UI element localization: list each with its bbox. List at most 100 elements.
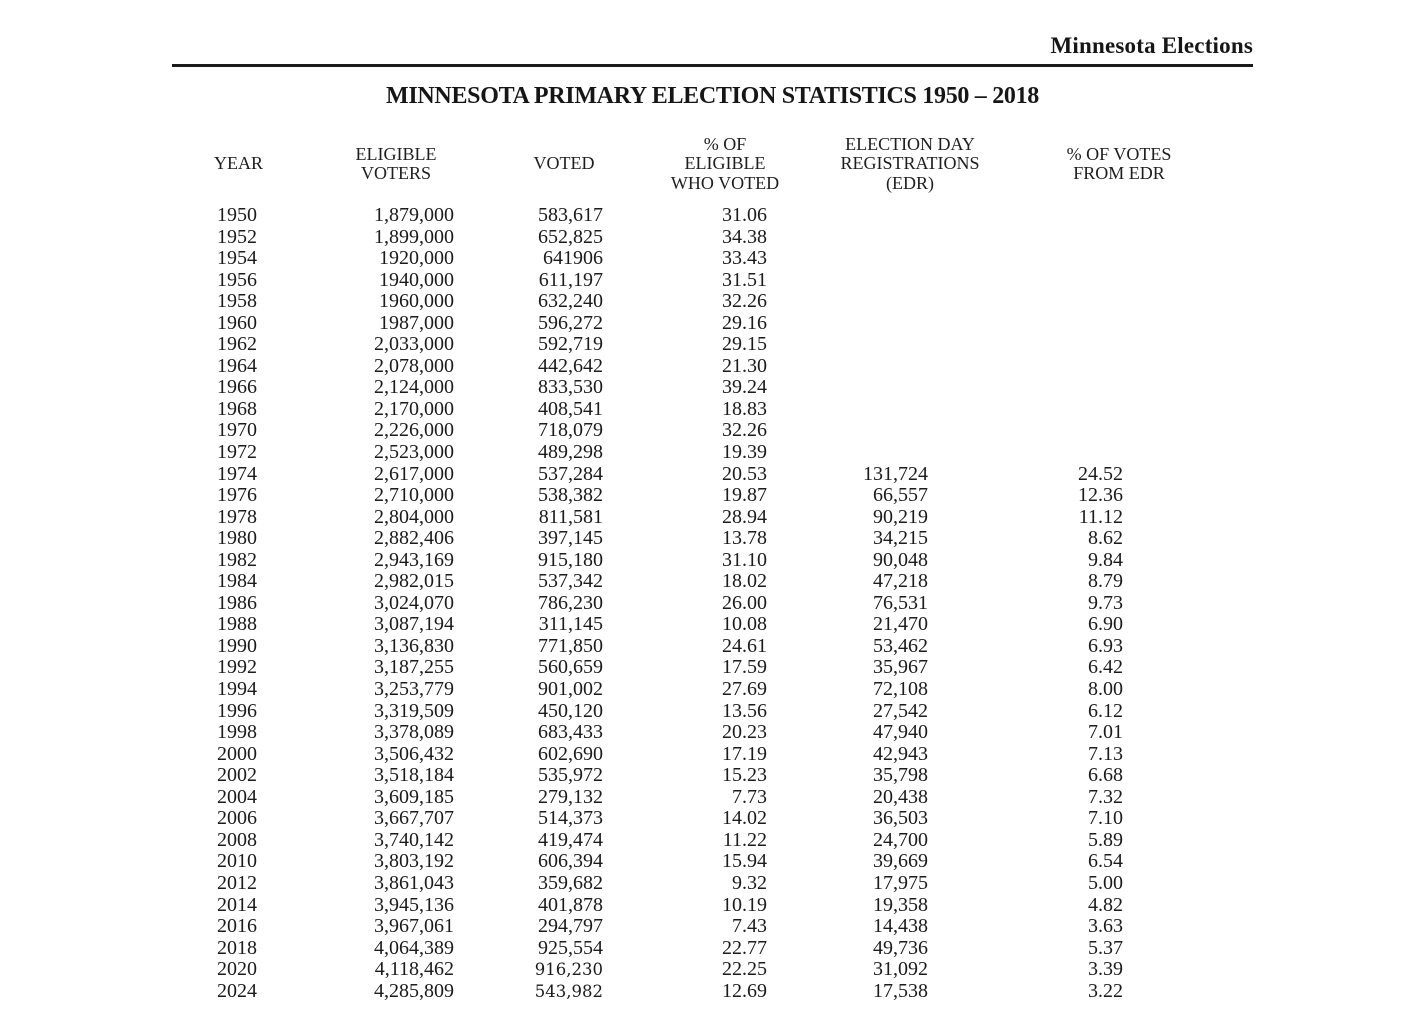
cell-year: 1996	[217, 699, 257, 722]
cell-eligible: 3,253,779	[374, 678, 454, 701]
cell-year: 2016	[217, 915, 257, 938]
cell-edr	[800, 270, 1000, 292]
cell-pct-edr: 9.73	[1088, 591, 1123, 614]
cell-year: 1962	[217, 333, 257, 356]
cell-edr: 49,736	[873, 936, 928, 959]
cell-edr	[800, 442, 1000, 464]
cell-pct-edr: 3.39	[1088, 958, 1123, 981]
cell-voted: 683,433	[538, 721, 603, 744]
cell-pct-voted: 17.19	[722, 742, 767, 765]
cell-edr: 90,048	[873, 548, 928, 571]
cell-year: 2012	[217, 871, 257, 894]
table-row-1966: 1966 2,124,000 833,530 39.24	[214, 377, 1204, 399]
cell-pct-voted: 32.26	[722, 290, 767, 313]
column-header-year: YEAR	[214, 153, 263, 174]
cell-edr: 76,531	[873, 591, 928, 614]
cell-year: 1980	[217, 527, 257, 550]
cell-edr: 72,108	[873, 678, 928, 701]
cell-eligible: 2,882,406	[374, 527, 454, 550]
cell-pct-voted: 13.78	[722, 527, 767, 550]
cell-pct-voted: 21.30	[722, 354, 767, 377]
cell-eligible: 1,879,000	[374, 204, 454, 226]
column-header-voted: VOTED	[533, 153, 595, 174]
cell-voted: 408,541	[538, 397, 603, 420]
column-header-pct-of-eligible-who-voted: % OF ELIGIBLE WHO VOTED	[670, 133, 780, 193]
cell-pct-voted: 20.53	[722, 462, 767, 485]
cell-year: 2018	[217, 936, 257, 959]
cell-voted: 652,825	[538, 225, 603, 248]
cell-eligible: 3,945,136	[374, 893, 454, 916]
cell-pct-edr: 7.10	[1088, 807, 1123, 830]
cell-eligible: 1960,000	[379, 290, 454, 313]
table-row-1972: 1972 2,523,000 489,298 19.39	[214, 441, 1204, 464]
cell-edr: 34,215	[873, 527, 928, 550]
cell-eligible: 2,804,000	[374, 505, 454, 528]
cell-year: 1956	[217, 268, 257, 291]
cell-voted: 419,474	[538, 828, 603, 851]
cell-eligible: 4,064,389	[374, 936, 454, 959]
cell-pct-voted: 19.87	[722, 484, 767, 507]
cell-year: 1970	[217, 419, 257, 442]
cell-edr	[800, 420, 1000, 442]
cell-pct-voted: 18.83	[722, 397, 767, 420]
cell-pct-voted: 31.10	[722, 548, 767, 571]
cell-eligible: 3,378,089	[374, 721, 454, 744]
cell-pct-voted: 24.61	[722, 634, 767, 657]
cell-pct-voted: 11.22	[722, 828, 767, 851]
cell-eligible: 2,943,169	[374, 548, 454, 571]
cell-pct-voted: 7.73	[732, 785, 767, 808]
column-header-eligible-voters: ELIGIBLE VOTERS	[355, 143, 437, 183]
cell-year: 1986	[217, 591, 257, 614]
cell-pct-voted: 28.94	[722, 505, 767, 528]
table-row-1992: 1992 3,187,255 560,659 17.59 35,967 6.42	[214, 657, 1204, 679]
cell-pct-voted: 29.16	[722, 311, 767, 334]
cell-pct-voted: 10.08	[722, 613, 767, 636]
cell-pct-edr	[1000, 399, 1204, 421]
cell-year: 1984	[217, 570, 257, 593]
cell-pct-voted: 26.00	[722, 591, 767, 614]
table-row-2004: 2004 3,609,185 279,132 7.73 20,438 7.32	[214, 785, 1204, 809]
cell-edr: 31,092	[873, 958, 928, 981]
cell-pct-edr: 7.13	[1088, 742, 1123, 765]
cell-eligible: 3,187,255	[374, 656, 454, 679]
table-row-1958: 1958 1960,000 632,240 32.26	[214, 291, 1204, 313]
cell-year: 1990	[217, 634, 257, 657]
cell-pct-voted: 22.77	[722, 936, 767, 959]
cell-edr: 47,218	[873, 570, 928, 593]
cell-year: 1966	[217, 376, 257, 399]
cell-year: 2014	[217, 893, 257, 916]
cell-year: 1998	[217, 721, 257, 744]
cell-edr	[800, 377, 1000, 399]
cell-voted: 279,132	[538, 785, 603, 808]
cell-voted: 294,797	[538, 915, 603, 938]
table-row-1976: 1976 2,710,000 538,382 19.87 66,557 12.36	[214, 485, 1204, 507]
cell-eligible: 4,285,809	[374, 979, 454, 1002]
cell-edr: 19,358	[873, 893, 928, 916]
cell-pct-edr	[1000, 205, 1204, 227]
table-row-1960: 1960 1987,000 596,272 29.16	[214, 311, 1204, 335]
cell-pct-edr	[1000, 227, 1204, 249]
table-row-2010: 2010 3,803,192 606,394 15.94 39,669 6.54	[214, 851, 1204, 873]
table-row-2008: 2008 3,740,142 419,474 11.22 24,700 5.89	[214, 828, 1204, 852]
cell-pct-edr: 8.00	[1088, 678, 1123, 701]
cell-year: 1978	[217, 505, 257, 528]
cell-edr: 53,462	[873, 634, 928, 657]
cell-eligible: 3,667,707	[374, 807, 454, 830]
table-row-1950: 1950 1,879,000 583,617 31.06	[214, 204, 1204, 227]
cell-pct-edr: 6.93	[1088, 634, 1123, 657]
table-row-1998: 1998 3,378,089 683,433 20.23 47,940 7.01	[214, 722, 1204, 744]
cell-eligible: 2,078,000	[374, 354, 454, 377]
cell-pct-edr: 6.68	[1088, 764, 1123, 787]
cell-pct-voted: 9.32	[732, 871, 767, 894]
cell-year: 1950	[217, 204, 257, 226]
cell-pct-voted: 15.94	[722, 850, 767, 873]
cell-year: 2002	[217, 764, 257, 787]
cell-pct-voted: 39.24	[722, 376, 767, 399]
table-row-2012: 2012 3,861,043 359,682 9.32 17,975 5.00	[214, 871, 1204, 895]
cell-voted: 592,719	[538, 333, 603, 356]
cell-eligible: 2,033,000	[374, 333, 454, 356]
cell-pct-voted: 31.06	[722, 204, 767, 226]
table-row-1956: 1956 1940,000 611,197 31.51	[214, 268, 1204, 292]
cell-pct-voted: 20.23	[722, 721, 767, 744]
cell-edr	[800, 313, 1000, 335]
